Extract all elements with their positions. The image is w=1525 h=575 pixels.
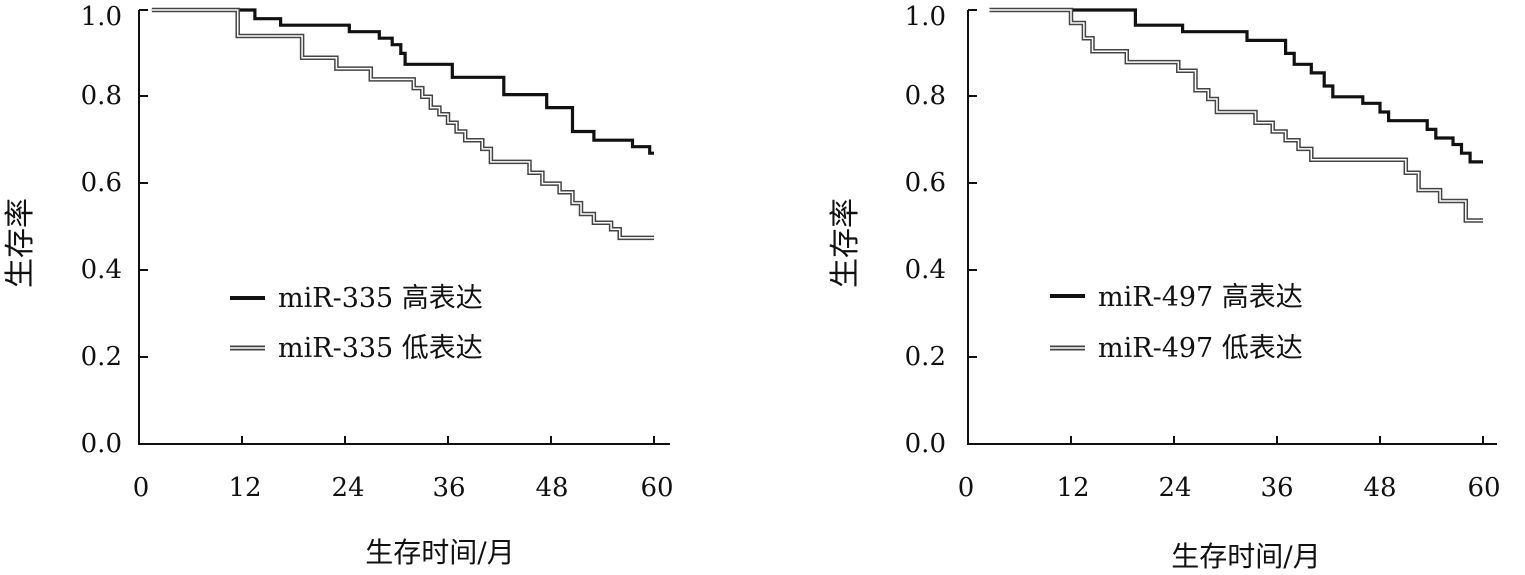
series-line-low-expression-inner (151, 9, 654, 239)
x-tick-label: 0 (133, 473, 150, 503)
legend: miR-497 高表达 miR-497 低表达 (1050, 282, 1303, 364)
y-tick-label: 0.2 (905, 342, 946, 372)
legend-label-high: miR-497 高表达 (1098, 282, 1303, 313)
y-ticks: 0.0 0.2 0.4 0.6 0.8 1.0 (905, 2, 977, 459)
chart-panel-1: 0.0 0.2 0.4 0.6 0.8 1.0 0 12 24 36 48 60… (3, 2, 674, 569)
series-line-low-expression-inner (989, 9, 1483, 222)
x-tick-label: 60 (1467, 473, 1500, 503)
x-tick-label: 12 (1056, 473, 1089, 503)
x-tick-label: 48 (1363, 473, 1396, 503)
legend-label-low: miR-497 低表达 (1098, 333, 1303, 364)
x-axis-title: 生存时间/月 (1171, 540, 1320, 573)
y-tick-label: 0.6 (905, 168, 946, 198)
y-tick-label: 0.0 (905, 429, 946, 459)
series-line-high-expression (151, 8, 654, 155)
x-tick-label: 60 (640, 473, 673, 503)
chart-panel-2: 0.0 0.2 0.4 0.6 0.8 1.0 0 12 24 36 48 60… (828, 2, 1501, 573)
y-tick-label: 1.0 (81, 2, 122, 32)
series-line-high-expression (989, 8, 1483, 164)
y-tick-label: 0.0 (81, 429, 122, 459)
y-axis-title: 生存率 (3, 198, 38, 288)
y-tick-label: 0.2 (81, 342, 122, 372)
y-tick-label: 1.0 (905, 2, 946, 32)
legend-label-high: miR-335 高表达 (278, 283, 483, 314)
x-tick-label: 36 (432, 473, 465, 503)
y-tick-label: 0.4 (905, 255, 946, 285)
y-tick-label: 0.8 (905, 81, 946, 111)
y-tick-label: 0.8 (81, 81, 122, 111)
y-ticks: 0.0 0.2 0.4 0.6 0.8 1.0 (81, 2, 148, 459)
legend-label-low: miR-335 低表达 (278, 333, 483, 364)
x-tick-label: 0 (958, 473, 975, 503)
x-tick-label: 24 (331, 473, 364, 503)
y-axis-title: 生存率 (828, 198, 863, 288)
legend: miR-335 高表达 miR-335 低表达 (230, 283, 483, 364)
x-tick-label: 24 (1158, 473, 1191, 503)
series-group-1 (151, 7, 654, 241)
x-tick-label: 48 (535, 473, 568, 503)
y-tick-label: 0.6 (81, 168, 122, 198)
x-axis-title: 生存时间/月 (365, 536, 514, 569)
x-ticks: 0 12 24 36 48 60 (958, 436, 1501, 503)
y-tick-label: 0.4 (81, 255, 122, 285)
x-tick-label: 12 (228, 473, 261, 503)
x-ticks: 0 12 24 36 48 60 (133, 436, 674, 503)
series-group-2 (989, 7, 1483, 223)
x-tick-label: 36 (1260, 473, 1293, 503)
